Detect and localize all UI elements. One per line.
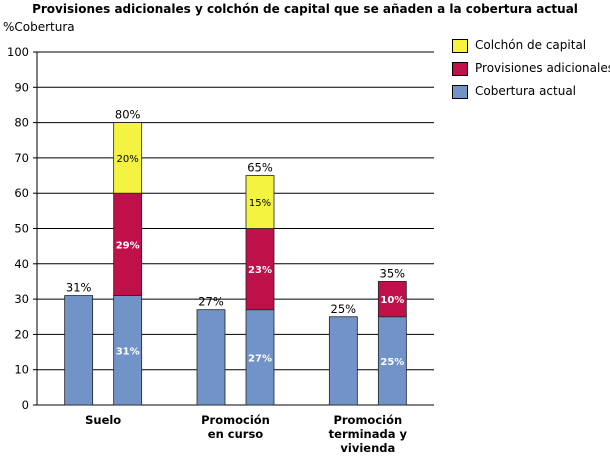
x-category-line: vivienda [340,441,396,455]
x-category-line: terminada y [328,427,407,441]
bar-stack-1-seg-0-label: 27% [248,353,272,364]
y-tick-label-90: 90 [14,80,29,94]
bar-stack-0-seg-2-label: 20% [117,154,139,165]
chart-title: Provisiones adicionales y colchón de cap… [32,2,578,16]
y-tick-label-0: 0 [22,398,29,412]
bar-current-label-1: 27% [198,295,224,309]
bar-stack-0-seg-0-label: 31% [116,346,140,357]
bar-stack-0-seg-0 [113,295,143,406]
bar-current-1 [196,309,226,406]
bar-stack-2-seg-1 [377,281,407,318]
y-tick-label-100: 100 [7,45,29,59]
bar-stack-1-seg-2 [245,175,275,229]
legend-swatch-cobertura [452,85,468,99]
x-category-line: en curso [207,427,264,441]
bar-current-label-0: 31% [66,281,92,295]
bar-stack-0-seg-1 [113,192,143,296]
y-tick-label-80: 80 [14,116,29,130]
bar-stack-total-label-0: 80% [115,108,141,122]
x-category-label-2: Promoción terminada y vivienda [313,413,423,455]
legend-label-colchon: Colchón de capital [475,38,587,52]
bar-stack-1-seg-2-label: 15% [249,198,271,209]
bar-stack-2-seg-1-label: 10% [380,295,404,306]
y-tick-label-70: 70 [14,151,29,165]
y-tick-label-50: 50 [14,222,29,236]
legend-swatch-colchon [452,39,468,53]
bar-stack-1-seg-1 [245,228,275,311]
x-category-line: Suelo [85,413,122,427]
y-tick-label-60: 60 [14,186,29,200]
bar-stack-0-seg-2 [113,122,143,194]
bar-current-label-2: 25% [331,302,357,316]
x-category-label-0: Suelo [48,413,158,427]
bar-current-0 [64,295,94,406]
legend-label-provisiones: Provisiones adicionales [475,61,610,75]
bar-stack-1-seg-1-label: 23% [248,265,272,276]
bar-stack-0-seg-1-label: 29% [116,240,140,251]
y-axis-label: %Cobertura [3,20,75,34]
bar-stack-2-seg-0-label: 25% [380,357,404,368]
y-tick-label-10: 10 [14,363,29,377]
bar-stack-total-label-2: 35% [380,266,406,280]
x-category-line: Promoción [201,413,270,427]
bar-current-2 [328,316,358,406]
legend-label-cobertura: Cobertura actual [475,84,577,98]
y-tick-label-30: 30 [14,292,29,306]
x-category-line: Promoción [333,413,403,427]
y-tick-label-40: 40 [14,257,29,271]
legend-swatch-provisiones [452,62,468,76]
bar-stack-total-label-1: 65% [247,161,273,175]
y-tick-label-20: 20 [14,327,29,341]
x-category-label-1: Promoción en curso [181,413,291,441]
bar-stack-1-seg-0 [245,309,275,406]
bar-stack-2-seg-0 [377,316,407,406]
